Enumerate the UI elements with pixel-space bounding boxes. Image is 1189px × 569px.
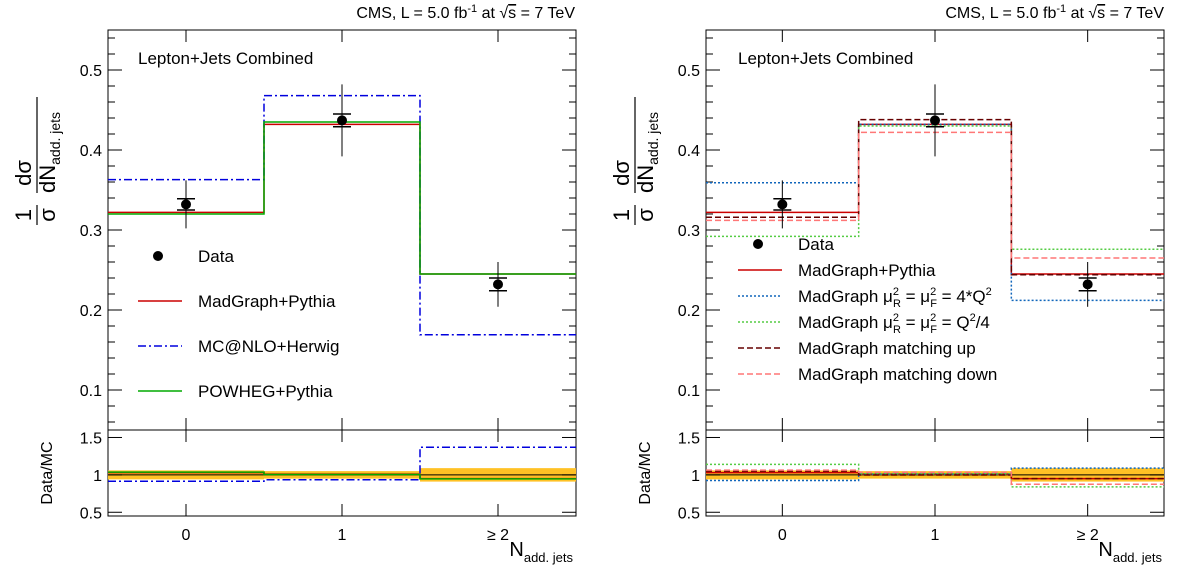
ratio-histogram-line <box>108 471 576 480</box>
svg-text:dNadd. jets: dNadd. jets <box>633 112 661 193</box>
data-point <box>930 115 940 126</box>
x-category-label: ≥ 2 <box>487 527 509 544</box>
legend-label: POWHEG+Pythia <box>198 382 333 401</box>
y-tick-label: 0.5 <box>80 63 102 80</box>
mc-histogram-line <box>108 94 576 336</box>
left-legend: Data MadGraph+Pythia MC@NLO+Herwig POWHEG+P… <box>138 247 339 401</box>
legend-label: MadGraph matching down <box>798 365 997 384</box>
y-tick-label: 0.1 <box>80 383 102 400</box>
right-legend: Data MadGraph+Pythia MadGraph μ2 R = μ2 F = … <box>738 235 997 384</box>
legend-marker-data <box>153 251 163 261</box>
y-tick-label: 0.4 <box>678 143 700 160</box>
legend-label: Data <box>798 235 834 254</box>
svg-text:1: 1 <box>11 209 36 221</box>
svg-text:σ: σ <box>633 208 658 222</box>
ratio-y-tick-label: 1.5 <box>80 430 102 447</box>
right-y-axis-title: 1 σ dσ dNadd. jets <box>609 97 661 225</box>
x-category-label: 0 <box>182 527 191 544</box>
right-main-plot: 0.1 0.2 0.3 0.4 0.5 <box>678 30 1164 430</box>
mc-histogram-line <box>706 123 1164 302</box>
y-tick-label: 0.1 <box>678 383 700 400</box>
y-tick-label: 0.4 <box>80 143 102 160</box>
left-title: CMS, L = 5.0 fb-1 at √s = 7 TeV <box>356 3 575 22</box>
left-main-plot: 0.1 0.2 0.3 0.4 0.5 <box>80 30 576 430</box>
y-tick-label: 0.2 <box>678 303 700 320</box>
right-channel-label: Lepton+Jets Combined <box>738 49 913 68</box>
y-tick-label: 0.2 <box>80 303 102 320</box>
legend-label: MC@NLO+Herwig <box>198 337 339 356</box>
x-category-label: ≥ 2 <box>1077 527 1099 544</box>
ratio-y-tick-label: 1 <box>691 468 700 485</box>
x-category-label: 0 <box>778 527 787 544</box>
ratio-y-tick-label: 1.5 <box>678 430 700 447</box>
data-point <box>493 279 503 290</box>
x-category-label: 1 <box>338 527 347 544</box>
legend-label: MadGraph+Pythia <box>798 261 936 280</box>
data-point <box>337 115 347 126</box>
legend-label: MadGraph+Pythia <box>198 292 336 311</box>
ratio-y-tick-label: 0.5 <box>678 505 700 522</box>
ratio-histogram-line <box>706 470 1164 480</box>
ratio-histogram-line <box>706 469 1164 485</box>
legend-label: MadGraph matching up <box>798 339 976 358</box>
data-point <box>777 199 788 210</box>
left-panel: CMS, L = 5.0 fb-1 at √s = 7 TeV 0.10.20.… <box>11 3 577 565</box>
left-channel-label: Lepton+Jets Combined <box>138 49 313 68</box>
ratio-histogram-line <box>108 446 576 482</box>
right-panel: CMS, L = 5.0 fb-1 at √s = 7 TeV 0.10.20.… <box>609 3 1165 565</box>
ratio-y-tick-label: 0.5 <box>80 505 102 522</box>
left-x-axis-title: Nadd. jets <box>509 539 573 565</box>
svg-text:dσ: dσ <box>11 160 36 186</box>
svg-text:1: 1 <box>609 209 634 221</box>
legend-marker-data <box>753 239 763 249</box>
svg-text:dNadd. jets: dNadd. jets <box>35 112 63 193</box>
data-point <box>1082 279 1093 290</box>
svg-text:σ: σ <box>35 208 60 222</box>
left-ratio-plot: 0.5 1 1.5 0 1 ≥ 2 <box>80 430 576 544</box>
y-tick-label: 0.3 <box>80 223 102 240</box>
x-category-label: 1 <box>931 527 940 544</box>
ratio-histogram-line <box>706 463 1164 488</box>
right-title: CMS, L = 5.0 fb-1 at √s = 7 TeV <box>945 3 1164 22</box>
legend-label: Data <box>198 247 234 266</box>
right-ratio-ylabel: Data/MC <box>637 441 654 504</box>
ratio-y-tick-label: 1 <box>93 468 102 485</box>
right-x-axis-title: Nadd. jets <box>1098 539 1162 565</box>
svg-text:dσ: dσ <box>609 160 634 186</box>
left-ratio-ylabel: Data/MC <box>39 441 56 504</box>
right-ratio-plot: 0.5 1 1.5 0 1 ≥ 2 <box>678 430 1164 544</box>
y-tick-label: 0.5 <box>678 63 700 80</box>
legend-label: MadGraph μ2 R = μ2 F = Q2/4 <box>798 312 990 336</box>
legend-label: MadGraph μ2 R = μ2 F = 4*Q2 <box>798 286 992 310</box>
mc-histogram-line <box>706 125 1164 250</box>
left-y-axis-title: 1 σ dσ dNadd. jets <box>11 97 63 225</box>
data-point <box>181 199 191 210</box>
y-tick-label: 0.3 <box>678 223 700 240</box>
